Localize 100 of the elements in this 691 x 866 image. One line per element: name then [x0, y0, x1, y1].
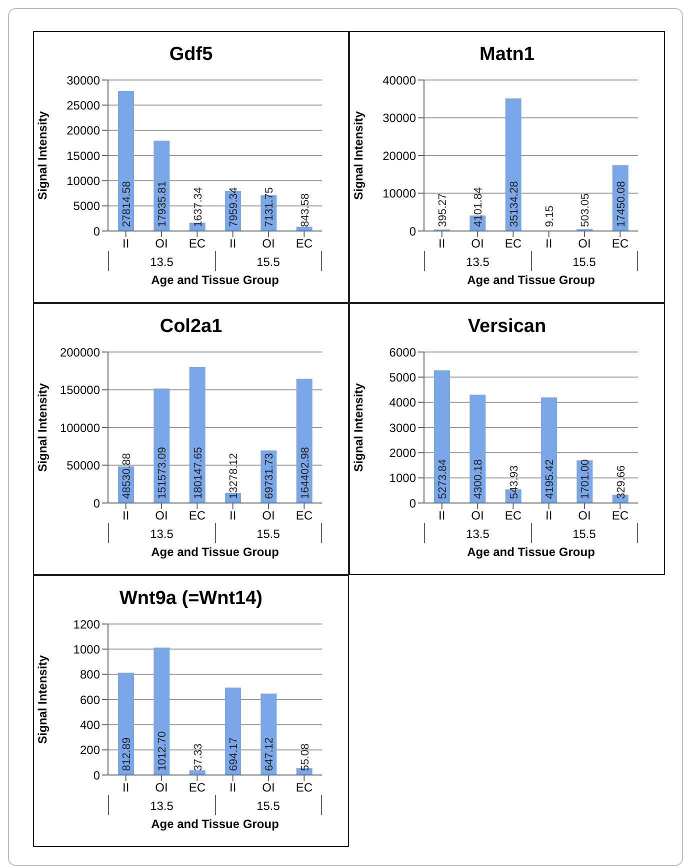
y-tick-label: 150000: [60, 383, 100, 398]
data-label: 395.27: [437, 193, 449, 227]
x-tick-label: OI: [578, 236, 591, 251]
x-tick-label: OI: [578, 508, 591, 523]
data-label: 13278.12: [228, 453, 240, 499]
data-label: 164402.98: [299, 447, 312, 499]
data-label: 843.58: [299, 193, 312, 227]
bar: [505, 98, 522, 231]
x-tick-label: OI: [155, 236, 168, 251]
bar: [154, 648, 170, 775]
data-label: 7959.34: [228, 187, 240, 227]
y-tick-label: 100000: [60, 420, 100, 435]
chart-title: Versican: [466, 316, 548, 339]
x-tick-label: II: [122, 236, 130, 251]
data-label: 694.17: [228, 737, 240, 771]
data-label: 55.08: [299, 743, 312, 771]
data-label: 1012.70: [156, 731, 169, 771]
y-tick-label: 1200: [73, 617, 100, 632]
y-tick-label: 10000: [382, 186, 416, 201]
data-label: 69731.73: [264, 453, 276, 499]
bar: [118, 91, 134, 231]
text: 13.5: [108, 523, 214, 543]
y-tick-label: 5000: [73, 199, 100, 214]
y-tick-label: 2000: [389, 446, 416, 460]
x-axis-title: Age and Tissue Group: [108, 817, 322, 831]
bar: [541, 397, 557, 503]
chart-title: Gdf5: [168, 44, 214, 67]
x-tick-label: EC: [188, 236, 206, 251]
bar: [470, 394, 486, 503]
text: 15.5: [530, 251, 638, 271]
data-label: 1637.34: [192, 187, 204, 227]
bar: [225, 688, 241, 775]
x-tick-label: OI: [262, 508, 275, 523]
text: 15.5: [214, 795, 322, 815]
x-tick-label: OI: [262, 236, 275, 251]
data-label: 7131.75: [264, 187, 276, 227]
bar: [434, 370, 450, 503]
chart-title: Matn1: [478, 44, 536, 67]
y-tick-label: 20000: [382, 148, 416, 163]
y-axis-title: Signal Intensity: [35, 110, 50, 200]
x-tick-label: II: [122, 508, 130, 523]
x-axis-title: Age and Tissue Group: [108, 273, 322, 287]
y-axis-title: Signal Intensity: [35, 654, 50, 744]
data-label: 812.89: [121, 737, 133, 771]
x-axis-title: Age and Tissue Group: [424, 545, 638, 559]
x-tick-label: EC: [296, 780, 313, 795]
x-tick-label: II: [229, 508, 236, 523]
data-label: 9.15: [544, 206, 556, 227]
y-tick-label: 600: [80, 692, 100, 707]
data-label: 37.33: [192, 743, 204, 771]
y-tick-label: 3000: [389, 420, 416, 435]
data-label: 329.66: [615, 465, 628, 499]
data-label: 647.12: [264, 737, 276, 771]
x-tick-label: OI: [155, 780, 168, 795]
data-label: 17935.81: [156, 181, 169, 227]
x-tick-label: EC: [612, 236, 629, 251]
text: 13.5: [424, 251, 530, 271]
y-tick-label: 30000: [66, 73, 100, 88]
text: 13.5: [424, 523, 530, 543]
y-tick-label: 6000: [389, 345, 416, 360]
y-tick-label: 800: [80, 668, 100, 682]
x-tick-label: II: [229, 236, 236, 251]
y-tick-label: 400: [80, 718, 100, 732]
bar: [189, 366, 206, 503]
data-label: 27814.58: [121, 181, 133, 227]
data-label: 35134.28: [508, 181, 520, 227]
x-tick-label: EC: [296, 236, 313, 251]
y-tick-label: 0: [93, 768, 100, 782]
data-label: 151573.09: [156, 447, 169, 499]
y-tick-label: 1000: [73, 642, 100, 656]
data-label: 503.05: [580, 193, 592, 227]
x-tick-label: OI: [471, 236, 484, 251]
y-axis-title: Signal Intensity: [351, 110, 366, 200]
text: 15.5: [214, 523, 322, 543]
y-tick-label: 30000: [382, 111, 416, 126]
y-tick-label: 4000: [389, 396, 416, 410]
x-tick-label: EC: [296, 508, 313, 523]
y-tick-label: 10000: [66, 174, 100, 188]
data-label: 5273.84: [437, 459, 449, 499]
text: 15.5: [530, 523, 638, 543]
bar: [118, 672, 134, 775]
text: 13.5: [108, 795, 214, 815]
y-tick-label: 1000: [389, 471, 416, 486]
x-tick-label: OI: [262, 780, 275, 795]
y-tick-label: 0: [93, 224, 100, 238]
data-label: 543.93: [508, 465, 520, 499]
data-label: 1701.00: [580, 459, 592, 499]
x-axis-title: Age and Tissue Group: [108, 545, 322, 559]
y-tick-label: 200000: [60, 345, 100, 360]
y-tick-label: 200: [80, 743, 100, 758]
x-tick-label: EC: [612, 508, 629, 523]
text: 15.5: [214, 251, 322, 271]
data-label: 17450.08: [615, 181, 628, 227]
data-label: 48530.88: [121, 453, 133, 499]
x-tick-label: EC: [504, 508, 522, 523]
x-axis-title: Age and Tissue Group: [424, 273, 638, 287]
y-tick-label: 25000: [66, 98, 100, 112]
y-tick-label: 50000: [66, 458, 100, 473]
x-tick-label: II: [229, 780, 236, 795]
x-tick-label: EC: [188, 780, 206, 795]
